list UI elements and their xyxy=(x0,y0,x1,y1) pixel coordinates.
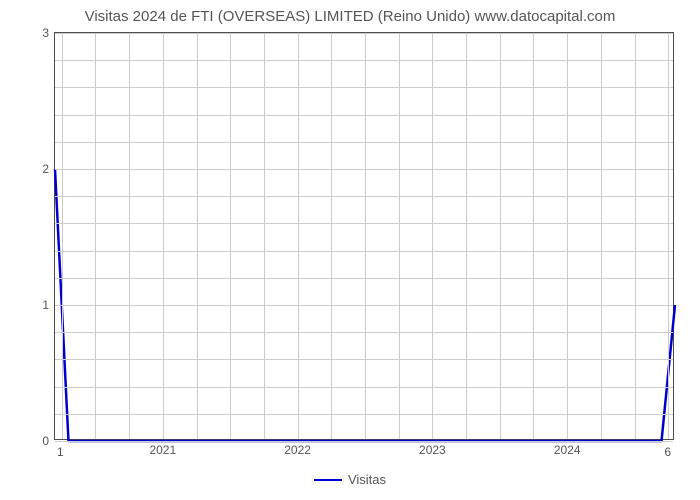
gridline-h xyxy=(55,414,673,415)
gridline-v xyxy=(298,33,299,439)
y-tick-label: 3 xyxy=(42,26,55,40)
gridline-v xyxy=(62,33,63,439)
x-tick-label: 2024 xyxy=(554,439,581,457)
gridline-v xyxy=(567,33,568,439)
chart-title: Visitas 2024 de FTI (OVERSEAS) LIMITED (… xyxy=(0,8,700,25)
gridline-v xyxy=(533,33,534,439)
corner-label-bottom-right: 6 xyxy=(664,445,671,459)
gridline-v xyxy=(197,33,198,439)
gridline-h xyxy=(55,169,673,170)
gridline-v xyxy=(95,33,96,439)
gridline-h xyxy=(55,87,673,88)
x-tick-label: 2022 xyxy=(284,439,311,457)
gridline-v xyxy=(163,33,164,439)
gridline-v xyxy=(601,33,602,439)
gridline-v xyxy=(466,33,467,439)
gridline-h xyxy=(55,223,673,224)
corner-label-bottom-left: 1 xyxy=(57,445,64,459)
gridline-v xyxy=(264,33,265,439)
gridline-v xyxy=(635,33,636,439)
gridline-h xyxy=(55,142,673,143)
gridline-h xyxy=(55,332,673,333)
gridline-v xyxy=(331,33,332,439)
gridline-h xyxy=(55,115,673,116)
gridline-v xyxy=(432,33,433,439)
gridline-v xyxy=(129,33,130,439)
gridline-h xyxy=(55,278,673,279)
chart-container: { "chart": { "type": "line", "title": "V… xyxy=(0,0,700,500)
legend-swatch xyxy=(314,479,342,481)
gridline-h xyxy=(55,60,673,61)
x-tick-label: 2021 xyxy=(149,439,176,457)
x-tick-label: 2023 xyxy=(419,439,446,457)
y-tick-label: 0 xyxy=(42,434,55,448)
gridline-v xyxy=(230,33,231,439)
legend-label: Visitas xyxy=(348,472,386,487)
y-tick-label: 2 xyxy=(42,162,55,176)
gridline-h xyxy=(55,305,673,306)
plot-area: 0123202120222023202416 xyxy=(54,32,674,440)
legend: Visitas xyxy=(0,472,700,487)
gridline-v xyxy=(365,33,366,439)
y-tick-label: 1 xyxy=(42,298,55,312)
gridline-h xyxy=(55,387,673,388)
gridline-h xyxy=(55,359,673,360)
gridline-h xyxy=(55,196,673,197)
gridline-v xyxy=(500,33,501,439)
gridline-v xyxy=(399,33,400,439)
gridline-h xyxy=(55,33,673,34)
gridline-v xyxy=(668,33,669,439)
gridline-h xyxy=(55,251,673,252)
